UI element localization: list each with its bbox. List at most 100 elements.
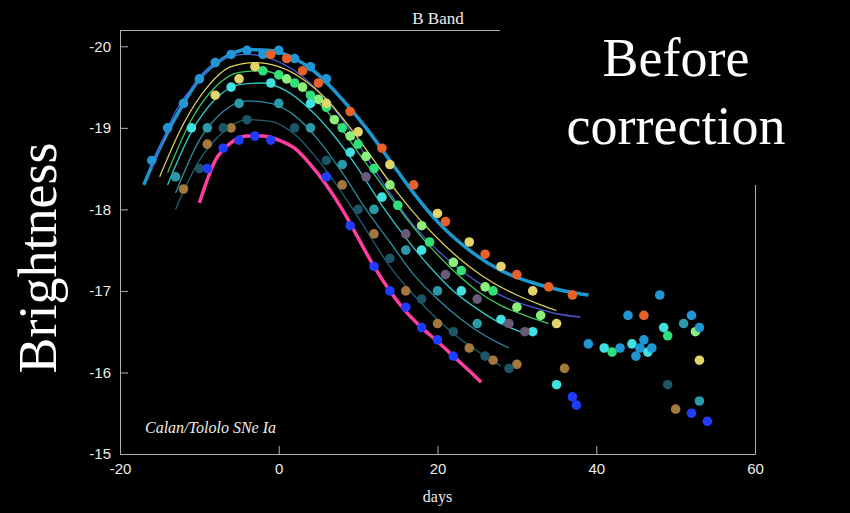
data-point	[337, 180, 347, 190]
tick-label: -20	[110, 460, 132, 477]
data-point	[449, 327, 459, 337]
data-point	[242, 115, 252, 125]
data-point	[496, 262, 506, 272]
data-point	[409, 180, 419, 190]
data-point	[472, 319, 482, 329]
title: B Band	[412, 9, 464, 28]
tick: -19	[89, 119, 128, 136]
data-point	[234, 99, 244, 109]
data-point	[663, 331, 673, 341]
data-point	[687, 311, 697, 321]
background	[0, 0, 850, 513]
tick-mark	[120, 46, 128, 47]
data-point	[433, 209, 443, 219]
data-point	[322, 99, 332, 109]
light-curve	[160, 63, 557, 311]
y-axis-title: Brightness	[8, 142, 68, 373]
tick: 20	[430, 446, 447, 477]
data-point	[441, 270, 451, 280]
tick: 40	[588, 446, 605, 477]
data-point	[401, 286, 411, 296]
data-point	[417, 245, 427, 255]
data-point	[385, 254, 395, 264]
data-point	[163, 123, 173, 133]
data-point	[464, 343, 474, 353]
data-point	[242, 46, 252, 56]
tick-label: -19	[89, 119, 111, 136]
data-point	[179, 184, 189, 194]
axis-line	[121, 446, 756, 455]
data-point	[659, 323, 669, 333]
axis-line	[121, 31, 129, 455]
data-point	[250, 131, 260, 141]
data-point	[393, 201, 403, 211]
tick-label: 0	[275, 460, 283, 477]
data-point	[560, 364, 570, 374]
data-point	[639, 335, 649, 345]
data-point	[218, 143, 228, 153]
data-point	[266, 135, 276, 145]
data-point	[203, 139, 213, 149]
tick-label: 20	[430, 460, 447, 477]
data-point	[337, 160, 347, 170]
data-point	[417, 323, 427, 333]
data-point	[687, 408, 697, 418]
data-point	[615, 343, 625, 353]
data-point	[266, 78, 276, 88]
tick-mark	[279, 446, 280, 454]
data-point	[306, 123, 316, 133]
data-point	[528, 286, 538, 296]
data-point	[480, 351, 490, 361]
data-point	[441, 217, 451, 227]
data-point	[266, 50, 276, 60]
data-point	[647, 343, 657, 353]
tick-label: 60	[747, 460, 764, 477]
data-point	[314, 78, 324, 88]
y-axis: -20-19-18-17-16-15	[89, 31, 128, 463]
data-point	[504, 319, 514, 329]
data-point	[695, 355, 705, 365]
data-point	[226, 82, 236, 92]
data-point	[298, 66, 308, 76]
data-point	[572, 400, 582, 410]
data-point	[433, 335, 443, 345]
tick: -20	[89, 38, 128, 55]
data-point	[639, 311, 649, 321]
data-point	[401, 245, 411, 255]
data-point	[401, 302, 411, 312]
data-point	[536, 311, 546, 321]
data-point	[353, 127, 363, 137]
data-point	[330, 115, 340, 125]
data-point	[234, 74, 244, 84]
tick: 60	[747, 446, 764, 477]
data-point	[695, 396, 705, 406]
data-point	[464, 237, 474, 247]
data-point	[282, 54, 292, 64]
data-point	[433, 319, 443, 329]
data-point	[203, 123, 213, 133]
data-point	[512, 302, 522, 312]
data-point	[369, 229, 379, 239]
data-point	[457, 286, 467, 296]
data-point	[568, 290, 578, 300]
data-point	[187, 123, 197, 133]
chart: -200204060-20-19-18-17-16-15B BanddaysBr…	[0, 0, 850, 513]
data-point	[695, 323, 705, 333]
tick-label: -17	[89, 282, 111, 299]
data-point	[353, 205, 363, 215]
data-point	[203, 164, 213, 174]
light-curve	[199, 136, 481, 382]
frame-top	[120, 30, 500, 31]
tick-mark	[438, 446, 439, 454]
light-curve	[152, 54, 581, 317]
data-point	[552, 319, 562, 329]
data-point	[472, 294, 482, 304]
data-point	[250, 62, 260, 72]
light-curve	[176, 101, 509, 348]
data-point	[274, 99, 284, 109]
x-axis-title: days	[423, 488, 452, 506]
data-point	[369, 164, 379, 174]
data-point	[449, 258, 459, 268]
tick: -17	[89, 282, 128, 299]
data-point	[377, 192, 387, 202]
